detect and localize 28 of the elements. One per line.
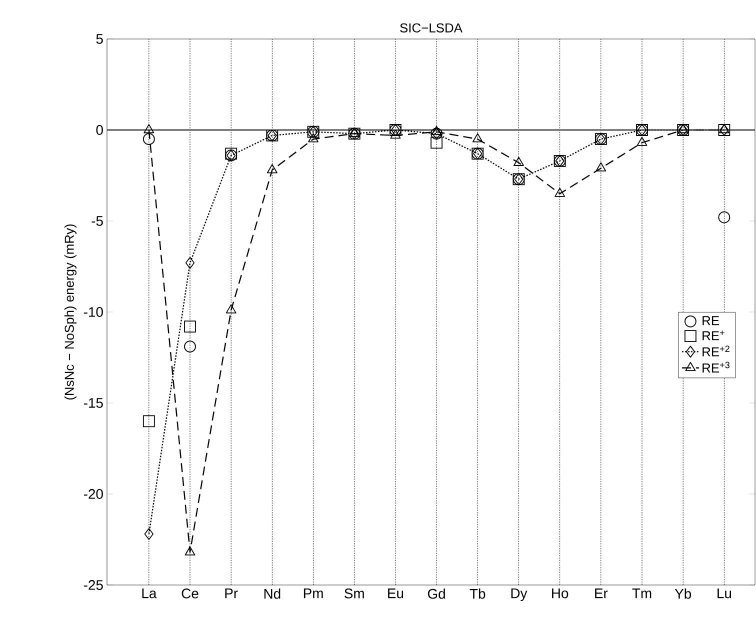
legend-label: RE$^{+}$ — [702, 330, 724, 340]
legend-label: RE — [702, 316, 719, 326]
y-tick-label: -5 — [92, 216, 103, 226]
y-tick-label: -10 — [84, 307, 103, 317]
x-tick-label: Eu — [388, 588, 404, 598]
y-tick-label: -15 — [84, 398, 103, 408]
x-tick-label: La — [142, 588, 157, 598]
x-tick-label: Sm — [344, 588, 364, 598]
x-tick-label: Er — [595, 588, 608, 598]
chart-title: SIC−LSDA — [400, 23, 462, 32]
x-tick-label: Ce — [182, 588, 198, 598]
x-tick-label: Ho — [552, 588, 568, 598]
y-tick-label: -20 — [84, 489, 103, 499]
y-axis-title: (NsNc − NoSph) energy (mRy) — [64, 224, 76, 400]
x-tick-label: Lu — [718, 588, 732, 598]
x-tick-label: Tb — [470, 588, 486, 599]
legend-label: RE$^{+3}$ — [702, 362, 730, 372]
y-tick-label: 0 — [96, 125, 103, 135]
x-tick-label: Pr — [225, 588, 238, 598]
x-tick-label: Tm — [632, 588, 652, 598]
x-tick-label: Gd — [428, 588, 445, 599]
y-tick-label: -25 — [84, 580, 103, 590]
y-tick-label: 5 — [96, 34, 103, 44]
x-tick-label: Yb — [674, 588, 692, 599]
legend-label: RE$^{+2}$ — [702, 346, 730, 356]
x-tick-label: Dy — [511, 588, 528, 602]
x-tick-label: Nd — [264, 588, 280, 599]
x-tick-label: Pm — [304, 588, 323, 598]
